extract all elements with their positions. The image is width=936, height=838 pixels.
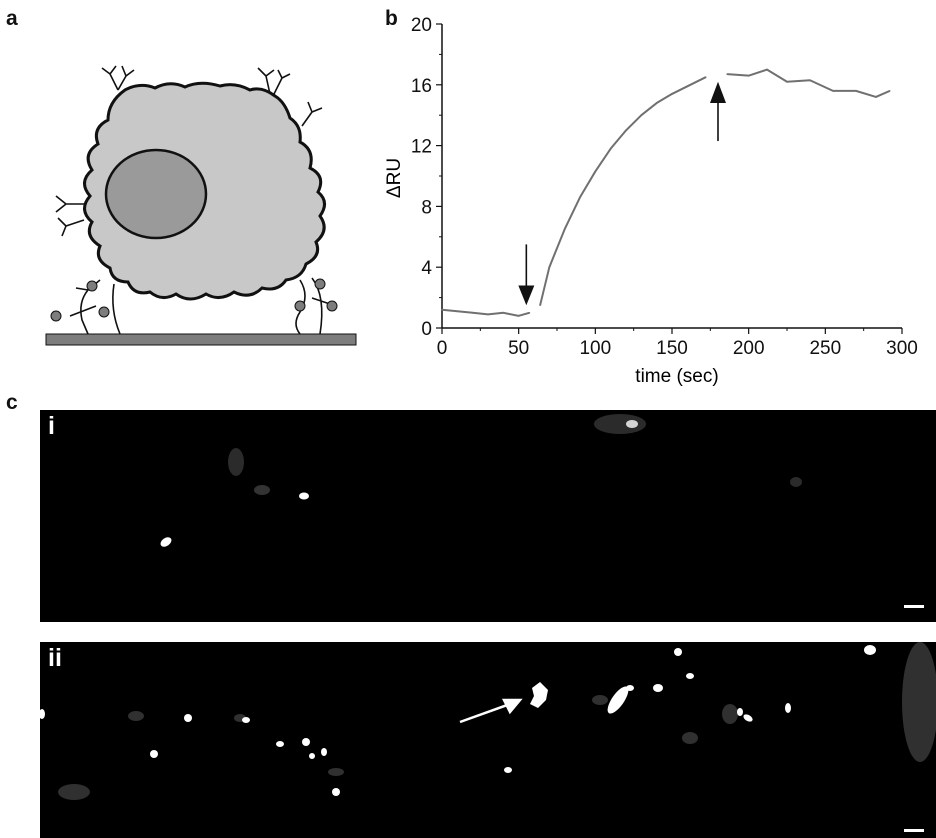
data-point	[747, 74, 750, 77]
data-point	[786, 80, 788, 83]
y-tick-label: 8	[421, 197, 432, 218]
up-arrow-head	[710, 81, 726, 104]
series-line	[727, 68, 891, 98]
micrograph-label-i: i	[48, 412, 55, 440]
data-point	[594, 170, 597, 173]
x-tick-label: 300	[886, 338, 918, 359]
data-point	[517, 315, 520, 317]
data-point	[655, 102, 658, 104]
micrograph-i: i	[40, 410, 936, 622]
data-point	[579, 196, 581, 199]
x-tick-label: 100	[579, 338, 611, 359]
data-point	[832, 90, 834, 92]
micrograph-label-ii: ii	[48, 644, 62, 672]
ligands	[50, 278, 338, 322]
x-tick-label: 150	[656, 338, 688, 359]
x-tick-label: 250	[809, 338, 841, 359]
down-arrow-head	[518, 285, 535, 306]
data-point	[441, 308, 443, 311]
data-point	[548, 266, 551, 269]
y-axis-label: ΔRU	[384, 158, 405, 198]
receptors	[55, 65, 331, 335]
data-point	[487, 313, 489, 316]
x-tick-label: 50	[508, 338, 529, 359]
chart-series	[441, 68, 891, 317]
data-point	[539, 304, 541, 307]
data-point	[888, 90, 891, 92]
cell-schematic	[45, 65, 357, 346]
data-point	[609, 147, 612, 150]
data-point	[686, 85, 689, 88]
micrograph-ii-cells	[40, 642, 936, 800]
scale-bar	[904, 829, 924, 832]
x-tick-label: 200	[733, 338, 765, 359]
data-point	[640, 114, 643, 116]
series-line	[441, 308, 530, 317]
y-tick-label: 16	[411, 76, 432, 97]
micrograph-ii: ii	[40, 642, 936, 838]
substrate	[45, 333, 357, 346]
data-point	[671, 93, 673, 95]
x-axis-label: time (sec)	[635, 366, 718, 387]
arrow-icon	[459, 698, 523, 724]
data-point	[502, 312, 505, 314]
panel-label-a: a	[6, 7, 18, 30]
y-tick-label: 20	[411, 15, 432, 36]
panel-label-c: c	[6, 391, 18, 414]
y-tick-label: 0	[421, 319, 432, 340]
data-point	[456, 310, 459, 313]
data-point	[855, 90, 857, 92]
scale-bar	[904, 605, 924, 608]
data-point	[471, 312, 474, 314]
data-point	[875, 96, 877, 98]
data-point	[563, 228, 566, 230]
x-tick-label: 0	[437, 338, 448, 359]
data-point	[704, 76, 707, 78]
data-point	[726, 73, 728, 75]
panel-label-b: b	[385, 7, 398, 30]
y-tick-label: 12	[411, 137, 432, 158]
data-point	[809, 79, 811, 82]
micrograph-i-cells	[160, 414, 802, 547]
data-point	[625, 129, 627, 132]
series-line	[539, 76, 707, 306]
data-point	[766, 68, 768, 71]
nucleus	[104, 148, 208, 240]
data-point	[528, 312, 531, 314]
chart-annotations	[518, 81, 726, 306]
y-tick-label: 4	[421, 258, 432, 279]
